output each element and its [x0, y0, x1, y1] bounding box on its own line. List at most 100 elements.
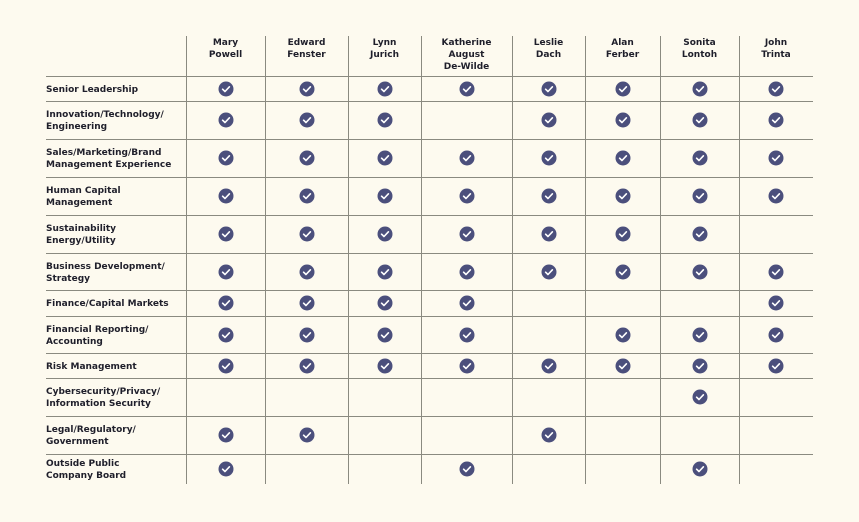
column-header: Alan Ferber	[605, 38, 640, 60]
row-divider	[46, 316, 813, 317]
column-header: John Trinta	[761, 38, 791, 60]
row-divider	[46, 353, 813, 354]
check-icon	[459, 81, 474, 96]
check-icon	[692, 358, 707, 373]
check-icon	[218, 81, 233, 96]
column-divider	[265, 36, 266, 484]
check-icon	[377, 112, 392, 128]
row-label: Innovation/Technology/ Engineering	[46, 110, 164, 132]
check-icon	[692, 461, 707, 477]
check-icon	[299, 327, 314, 342]
check-icon	[541, 358, 556, 373]
column-divider	[585, 36, 586, 484]
check-icon	[377, 188, 392, 204]
check-icon	[692, 264, 707, 279]
check-icon	[541, 112, 556, 128]
column-divider	[512, 36, 513, 484]
row-label: Sales/Marketing/Brand Management Experie…	[46, 148, 172, 170]
check-icon	[459, 150, 474, 166]
row-divider	[46, 290, 813, 291]
check-icon	[692, 327, 707, 342]
check-icon	[692, 226, 707, 242]
check-icon	[218, 150, 233, 166]
check-icon	[459, 188, 474, 204]
check-icon	[218, 461, 233, 477]
row-divider	[46, 101, 813, 102]
check-icon	[615, 150, 630, 166]
row-label: Business Development/ Strategy	[46, 261, 165, 284]
check-icon	[692, 389, 707, 405]
check-icon	[615, 358, 630, 373]
check-icon	[615, 264, 630, 279]
check-icon	[218, 358, 233, 373]
row-label: Sustainability Energy/Utility	[46, 224, 117, 246]
check-icon	[299, 226, 314, 242]
row-divider	[46, 378, 813, 379]
check-icon	[692, 112, 707, 128]
check-icon	[218, 226, 233, 242]
check-icon	[615, 81, 630, 96]
check-icon	[377, 264, 392, 279]
column-header: Edward Fenster	[287, 38, 326, 60]
column-header: Mary Powell	[208, 38, 243, 60]
column-header: Sonita Lontoh	[681, 38, 718, 60]
check-icon	[299, 427, 314, 443]
row-label: Human Capital Management	[46, 186, 121, 208]
check-icon	[541, 264, 556, 279]
check-icon	[768, 327, 784, 342]
check-icon	[541, 427, 556, 443]
row-divider	[46, 215, 813, 216]
check-icon	[299, 81, 314, 96]
check-icon	[615, 327, 630, 342]
row-divider	[46, 454, 813, 455]
row-label: Risk Management	[46, 361, 137, 372]
check-icon	[459, 264, 474, 279]
check-icon	[377, 358, 392, 373]
check-icon	[299, 150, 314, 166]
column-divider	[739, 36, 740, 484]
check-icon	[768, 81, 784, 96]
check-icon	[615, 188, 630, 204]
check-icon	[459, 327, 474, 342]
check-icon	[377, 226, 392, 242]
check-icon	[768, 264, 784, 279]
check-icon	[768, 295, 784, 311]
check-icon	[299, 358, 314, 373]
check-icon	[377, 150, 392, 166]
check-icon	[218, 112, 233, 128]
check-icon	[218, 264, 233, 279]
row-divider	[46, 177, 813, 178]
row-label: Cybersecurity/Privacy/ Information Secur…	[46, 387, 161, 409]
check-icon	[218, 427, 233, 443]
column-header: Katherine August De-Wilde	[441, 38, 492, 72]
check-icon	[299, 112, 314, 128]
check-icon	[377, 327, 392, 342]
row-label: Finance/Capital Markets	[46, 299, 169, 309]
check-icon	[299, 295, 314, 311]
check-icon	[692, 188, 707, 204]
row-divider	[46, 139, 813, 140]
check-icon	[541, 188, 556, 204]
row-label: Financial Reporting/ Accounting	[46, 324, 149, 347]
column-header: Leslie Dach	[533, 38, 564, 60]
column-divider	[421, 36, 422, 484]
column-divider	[660, 36, 661, 484]
check-icon	[541, 150, 556, 166]
check-icon	[459, 226, 474, 242]
row-divider	[46, 253, 813, 254]
check-icon	[218, 188, 233, 204]
check-icon	[377, 81, 392, 96]
column-divider	[348, 36, 349, 484]
check-icon	[692, 150, 707, 166]
check-icon	[615, 226, 630, 242]
check-icon	[768, 188, 784, 204]
row-label: Senior Leadership	[46, 84, 139, 95]
check-icon	[299, 264, 314, 279]
check-icon	[768, 358, 784, 373]
check-icon	[218, 327, 233, 342]
check-icon	[459, 358, 474, 373]
check-icon	[459, 461, 474, 477]
check-icon	[459, 295, 474, 311]
column-divider	[186, 36, 187, 484]
check-icon	[218, 295, 233, 311]
